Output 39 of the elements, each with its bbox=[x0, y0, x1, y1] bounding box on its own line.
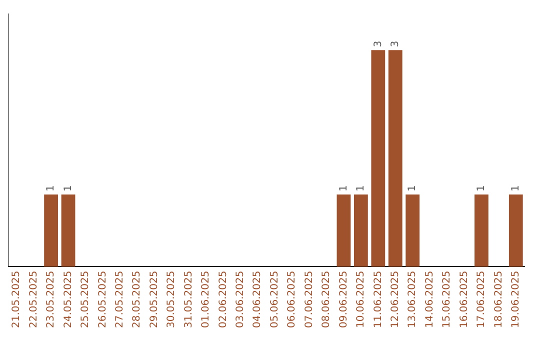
x-tick-label: 28.05.2025 bbox=[132, 270, 143, 328]
x-tick-label: 02.06.2025 bbox=[218, 270, 229, 328]
x-tick-label: 23.05.2025 bbox=[46, 270, 57, 328]
data-label: 1 bbox=[62, 185, 74, 192]
x-tick-label: 05.06.2025 bbox=[269, 270, 280, 328]
x-tick-label: 26.05.2025 bbox=[97, 270, 108, 328]
x-tick-label: 01.06.2025 bbox=[200, 270, 212, 328]
x-tick-label: 30.05.2025 bbox=[166, 270, 178, 328]
x-tick-label: 06.06.2025 bbox=[286, 270, 298, 328]
x-tick-label: 09.06.2025 bbox=[338, 270, 350, 328]
x-tick-label: 10.06.2025 bbox=[356, 270, 367, 328]
x-tick-label: 16.06.2025 bbox=[458, 270, 470, 328]
x-tick-label: 11.06.2025 bbox=[372, 270, 384, 328]
x-tick-label: 21.05.2025 bbox=[11, 270, 22, 328]
x-tick-label: 18.06.2025 bbox=[493, 270, 504, 328]
x-tick-label: 29.05.2025 bbox=[148, 270, 160, 328]
x-tick-label: 08.06.2025 bbox=[321, 270, 332, 328]
x-tick-label: 19.06.2025 bbox=[510, 270, 522, 328]
data-label: 1 bbox=[476, 185, 488, 192]
data-label: 1 bbox=[46, 185, 57, 192]
x-tick-label: 13.06.2025 bbox=[407, 270, 418, 328]
x-tick-label: 27.05.2025 bbox=[114, 270, 126, 328]
data-label: 1 bbox=[510, 185, 522, 192]
x-tick-label: 17.06.2025 bbox=[476, 270, 488, 328]
data-label: 1 bbox=[338, 185, 350, 192]
x-tick-label: 31.05.2025 bbox=[183, 270, 194, 328]
x-tick-label: 25.05.2025 bbox=[80, 270, 92, 328]
x-tick-label: 15.06.2025 bbox=[442, 270, 453, 328]
x-tick-label: 24.05.2025 bbox=[62, 270, 74, 328]
data-label: 1 bbox=[407, 185, 418, 192]
x-tick-label: 04.06.2025 bbox=[252, 270, 264, 328]
data-label: 3 bbox=[390, 40, 401, 48]
x-tick-label: 03.06.2025 bbox=[235, 270, 246, 328]
data-label: 1 bbox=[356, 185, 367, 192]
x-tick-label: 07.06.2025 bbox=[304, 270, 315, 328]
x-tick-label: 14.06.2025 bbox=[424, 270, 436, 328]
data-label: 3 bbox=[372, 40, 384, 48]
x-tick-label: 12.06.2025 bbox=[390, 270, 401, 328]
x-tick-label: 22.05.2025 bbox=[28, 270, 40, 328]
